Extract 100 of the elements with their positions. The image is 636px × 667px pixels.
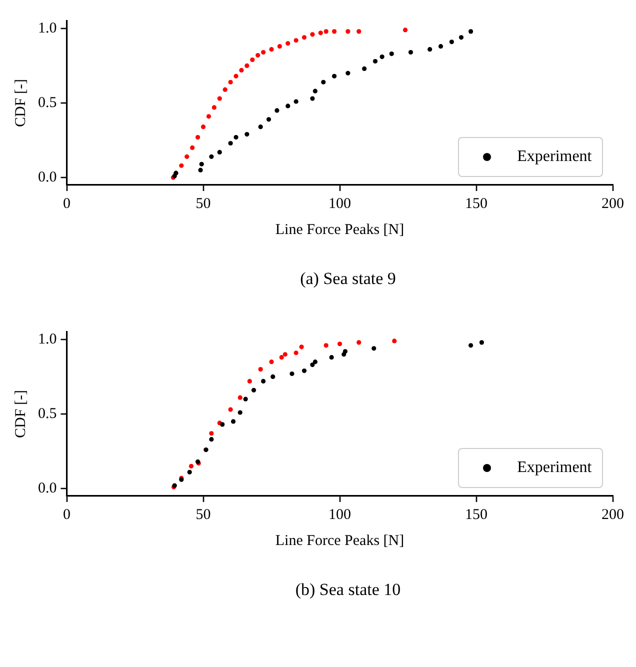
point <box>228 140 233 146</box>
point <box>234 74 238 78</box>
point <box>286 41 290 46</box>
point <box>269 360 274 364</box>
point <box>449 40 454 44</box>
x-tick-label: 200 <box>602 196 624 212</box>
point <box>247 378 252 384</box>
point <box>266 117 272 122</box>
point <box>337 342 342 346</box>
point <box>321 80 326 84</box>
point <box>294 99 298 104</box>
point <box>209 154 214 159</box>
point <box>458 35 464 40</box>
point <box>312 88 318 94</box>
point <box>392 338 397 344</box>
point <box>230 419 236 424</box>
point <box>277 44 282 49</box>
legend-label: Experiment <box>517 458 592 478</box>
y-tick-label: 0.0 <box>38 169 57 186</box>
y-tick-label: 1.0 <box>38 331 57 348</box>
point <box>243 396 248 402</box>
point <box>402 28 408 32</box>
point <box>190 145 195 150</box>
point <box>468 29 474 34</box>
point <box>274 108 280 113</box>
point <box>299 344 304 350</box>
point <box>228 407 233 412</box>
point <box>356 340 362 345</box>
point <box>294 350 298 356</box>
x-tick-label: 150 <box>465 506 488 523</box>
point <box>312 360 318 364</box>
point <box>238 395 242 400</box>
x-tick-label: 50 <box>196 506 211 523</box>
point <box>408 50 414 55</box>
x-tick-label: 200 <box>602 506 624 523</box>
text: (b) Sea state 10 <box>294 579 402 601</box>
point <box>356 29 362 34</box>
x-tick-label: 0 <box>63 506 70 523</box>
point <box>468 343 474 348</box>
point <box>318 30 323 36</box>
legend-label: Experiment <box>517 147 592 167</box>
point <box>479 340 484 345</box>
point <box>199 162 204 166</box>
point <box>372 58 378 64</box>
point <box>217 96 222 101</box>
point <box>342 349 348 354</box>
point <box>261 378 266 384</box>
point <box>302 35 307 40</box>
point <box>302 368 307 374</box>
point <box>200 124 206 130</box>
point <box>209 431 214 436</box>
point <box>179 163 184 168</box>
point <box>428 47 432 52</box>
x-tick-label: 150 <box>465 196 488 212</box>
point <box>228 80 233 84</box>
point <box>251 388 256 392</box>
y-tick-label: 0.0 <box>38 480 57 496</box>
point <box>346 70 350 76</box>
point <box>222 87 228 92</box>
y-tick-label: 0.5 <box>38 406 57 422</box>
point <box>380 54 384 60</box>
point <box>362 66 367 72</box>
point <box>187 470 192 474</box>
point <box>209 437 214 442</box>
point <box>269 47 274 52</box>
point <box>286 104 290 108</box>
point <box>290 371 294 376</box>
point <box>261 50 266 55</box>
point <box>282 352 288 357</box>
point <box>184 154 190 159</box>
point <box>389 52 394 56</box>
point <box>250 57 255 62</box>
point <box>217 150 222 154</box>
point <box>234 134 238 140</box>
point <box>294 38 298 43</box>
y-axis-title: CDF [-] <box>12 79 29 127</box>
point <box>239 68 244 72</box>
point <box>279 355 284 360</box>
point <box>188 464 194 468</box>
x-axis-title: Line Force Peaks [N] <box>275 532 404 549</box>
point <box>332 29 337 34</box>
point <box>270 374 276 380</box>
point <box>220 422 225 427</box>
point <box>329 355 334 360</box>
point <box>212 105 216 110</box>
point <box>198 168 203 172</box>
y-tick-label: 1.0 <box>38 20 57 36</box>
x-tick-label: 0 <box>63 196 70 212</box>
point <box>346 29 350 34</box>
point <box>244 132 250 137</box>
point <box>310 362 315 368</box>
y-axis-title: CDF [-] <box>12 390 29 438</box>
point <box>372 346 376 351</box>
point <box>332 74 337 78</box>
point <box>206 114 212 119</box>
x-tick-label: 100 <box>328 196 351 212</box>
point <box>324 29 328 34</box>
point <box>258 124 263 130</box>
y-tick-label: 0.5 <box>38 94 57 111</box>
point <box>238 410 242 415</box>
